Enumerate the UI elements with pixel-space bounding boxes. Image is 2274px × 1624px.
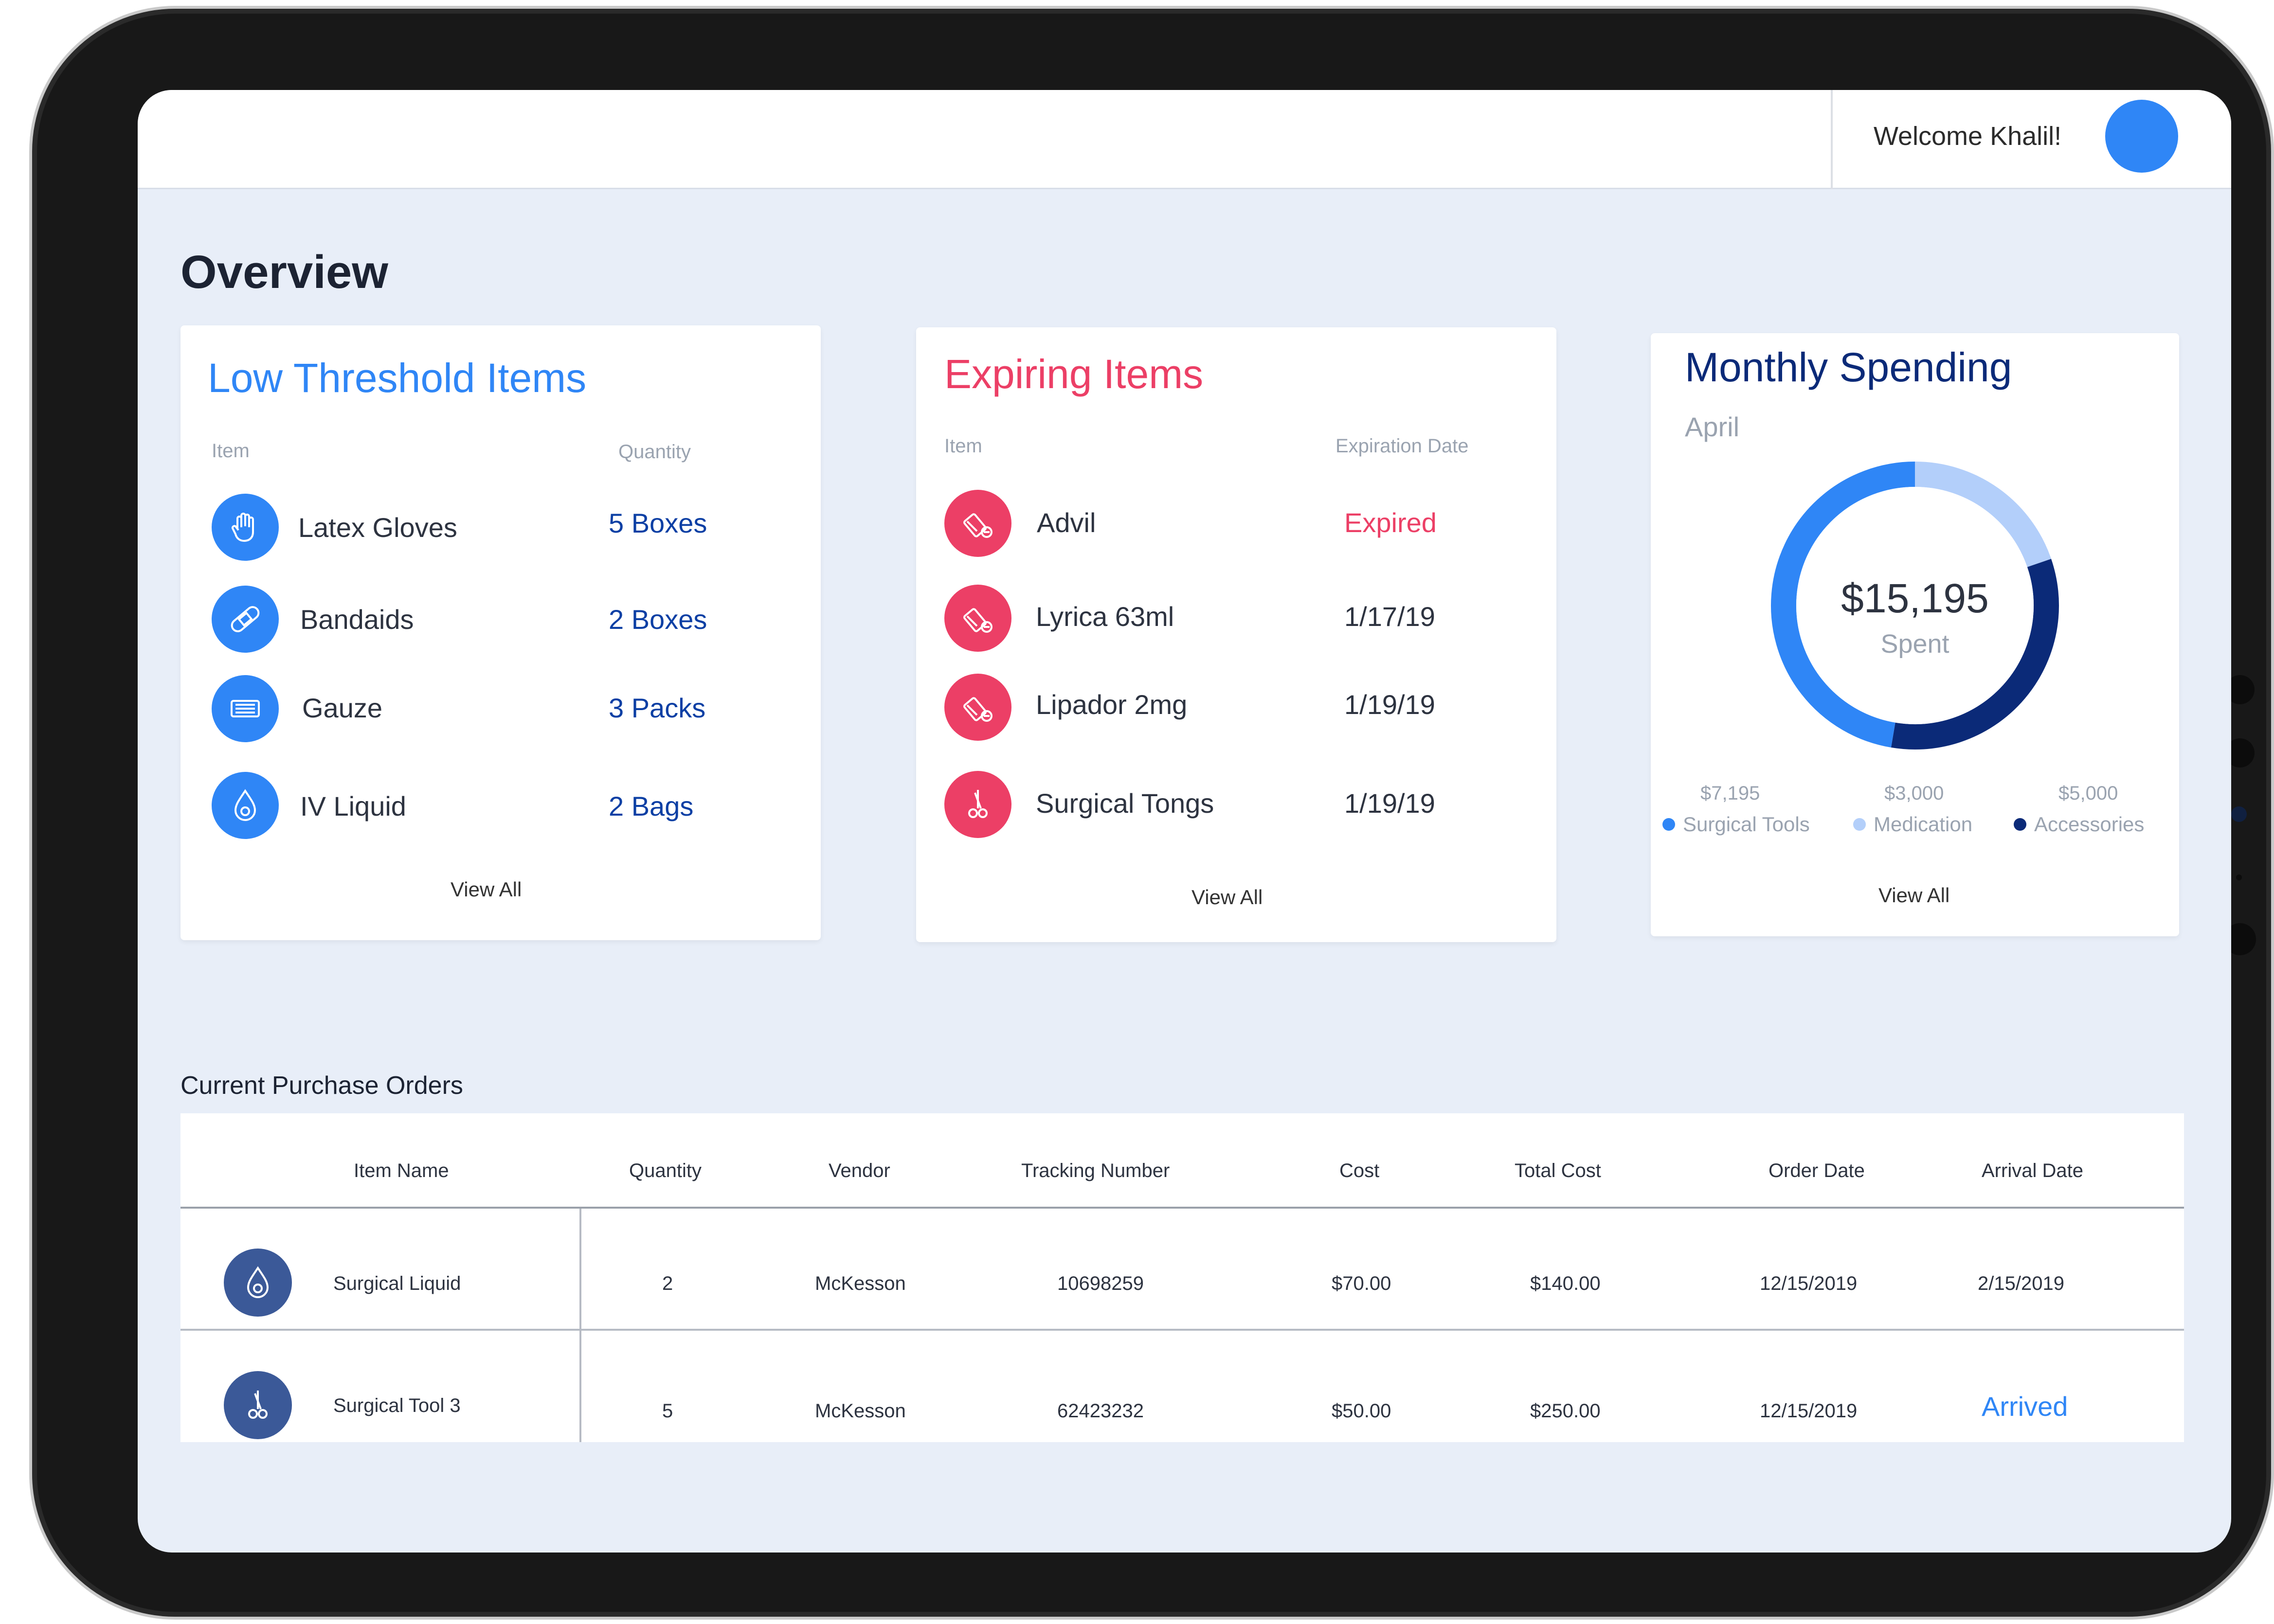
iv-drop-icon — [224, 1249, 292, 1317]
cell-total-cost: $250.00 — [1530, 1400, 1601, 1422]
donut-total-label: Spent — [1880, 629, 1949, 659]
sensor-dot — [2236, 874, 2242, 880]
legend-dot — [1853, 818, 1866, 831]
view-all-link[interactable]: View All — [1878, 884, 1950, 907]
welcome-text: Welcome Khalil! — [1874, 122, 2062, 151]
legend-dot — [1662, 818, 1675, 831]
list-item-date: 1/17/19 — [1344, 601, 1435, 632]
low-threshold-card: Low Threshold Items Item Quantity Latex … — [180, 325, 821, 940]
purchase-orders-title: Current Purchase Orders — [180, 1071, 463, 1100]
col-head-total-cost: Total Cost — [1515, 1160, 1601, 1181]
monthly-spending-card: Monthly Spending April $15,195 Spent $7,… — [1651, 333, 2179, 936]
view-all-link[interactable]: View All — [451, 878, 522, 901]
col-head-tracking-number: Tracking Number — [1021, 1160, 1170, 1181]
list-item-name: Surgical Tongs — [1036, 788, 1214, 819]
cell-order-date: 12/15/2019 — [1760, 1400, 1858, 1422]
legend-item-surgical-tools: Surgical Tools — [1662, 813, 1810, 836]
col-head-quantity: Quantity — [618, 441, 691, 463]
cell-item-name: Surgical Liquid — [333, 1273, 461, 1294]
scissors-icon — [944, 771, 1011, 838]
cell-cost: $50.00 — [1332, 1400, 1391, 1422]
glove-icon — [212, 494, 279, 561]
spending-donut-chart — [1771, 462, 2059, 750]
pill-bottle-icon — [944, 674, 1011, 741]
list-item-name: IV Liquid — [300, 791, 406, 821]
cell-vendor: McKesson — [815, 1400, 906, 1422]
list-item-qty: 5 Boxes — [609, 508, 707, 538]
col-head-item-name: Item Name — [354, 1160, 449, 1181]
list-item-date: 1/19/19 — [1344, 689, 1435, 720]
cell-quantity: 2 — [662, 1273, 673, 1294]
list-item-name: Lyrica 63ml — [1036, 601, 1174, 632]
list-item-name: Bandaids — [300, 604, 414, 635]
gauze-icon — [212, 675, 279, 742]
purchase-orders-table — [180, 1113, 2184, 1442]
legend-amount: $3,000 — [1884, 783, 1944, 804]
month-label: April — [1685, 411, 1740, 442]
page-title: Overview — [180, 246, 388, 298]
pill-bottle-icon — [944, 585, 1011, 652]
col-head-arrival-date: Arrival Date — [1982, 1160, 2083, 1181]
legend-amount: $7,195 — [1700, 783, 1760, 804]
cell-vendor: McKesson — [815, 1273, 906, 1294]
cell-total-cost: $140.00 — [1530, 1273, 1601, 1294]
pill-bottle-icon — [944, 490, 1011, 557]
expiring-items-title: Expiring Items — [944, 351, 1204, 397]
view-all-link[interactable]: View All — [1191, 886, 1263, 909]
list-item-name: Advil — [1037, 507, 1096, 538]
bandaid-icon — [212, 586, 279, 653]
legend-label: Accessories — [2034, 813, 2145, 836]
cell-tracking-number: 62423232 — [1057, 1400, 1144, 1422]
app-screen: Welcome Khalil! Overview Low Threshold I… — [138, 90, 2231, 1553]
table-divider — [180, 1329, 2184, 1331]
donut-inner-ring — [1796, 487, 2034, 724]
donut-slice-medication — [1914, 462, 2051, 568]
list-item-qty: 3 Packs — [609, 693, 706, 723]
cell-cost: $70.00 — [1332, 1273, 1391, 1294]
list-item-name: Latex Gloves — [298, 512, 457, 543]
list-item-date: Expired — [1344, 507, 1437, 538]
low-threshold-title: Low Threshold Items — [208, 355, 587, 401]
table-column-divider — [579, 1209, 581, 1442]
avatar[interactable] — [2105, 100, 2178, 173]
col-head-quantity: Quantity — [629, 1160, 702, 1181]
donut-slice-surgical-tools — [1771, 462, 1915, 748]
col-head-expiration-date: Expiration Date — [1336, 435, 1469, 457]
cell-tracking-number: 10698259 — [1057, 1273, 1144, 1294]
col-head-item: Item — [212, 440, 250, 462]
col-head-order-date: Order Date — [1769, 1160, 1865, 1181]
donut-slice-accessories — [1891, 559, 2059, 750]
cell-order-date: 12/15/2019 — [1760, 1273, 1858, 1294]
list-item-qty: 2 Bags — [609, 791, 694, 821]
col-head-item: Item — [944, 435, 982, 457]
list-item-qty: 2 Boxes — [609, 604, 707, 635]
legend-amount: $5,000 — [2058, 783, 2118, 804]
expiring-items-card: Expiring Items Item Expiration Date Advi… — [916, 327, 1556, 942]
col-head-cost: Cost — [1339, 1160, 1380, 1181]
legend-label: Surgical Tools — [1683, 813, 1810, 836]
iv-drop-icon — [212, 772, 279, 839]
sensor-dot — [2231, 806, 2247, 822]
top-bar: Welcome Khalil! — [138, 90, 2231, 189]
donut-total: $15,195 — [1841, 575, 1989, 621]
table-divider — [180, 1207, 2184, 1209]
legend-label: Medication — [1874, 813, 1973, 836]
legend-item-accessories: Accessories — [2014, 813, 2144, 836]
legend-dot — [2014, 818, 2026, 831]
legend-item-medication: Medication — [1853, 813, 1972, 836]
topbar-divider — [1831, 90, 1833, 189]
list-item-name: Gauze — [302, 693, 382, 723]
cell-item-name: Surgical Tool 3 — [333, 1395, 461, 1416]
col-head-vendor: Vendor — [829, 1160, 890, 1181]
monthly-spending-title: Monthly Spending — [1685, 344, 2012, 390]
scissors-icon — [224, 1371, 292, 1439]
arrived-status: Arrived — [1982, 1391, 2068, 1422]
cell-quantity: 5 — [662, 1400, 673, 1422]
list-item-name: Lipador 2mg — [1036, 689, 1188, 720]
tablet-frame: Welcome Khalil! Overview Low Threshold I… — [29, 6, 2274, 1620]
list-item-date: 1/19/19 — [1344, 788, 1435, 819]
cell-arrival-date: 2/15/2019 — [1978, 1273, 2064, 1294]
